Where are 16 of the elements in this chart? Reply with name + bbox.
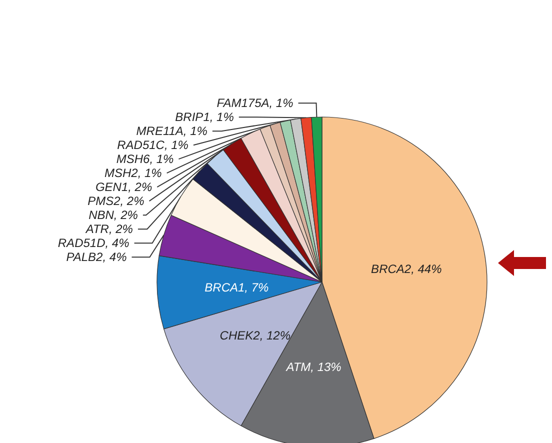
slice-label: ATR, 2% — [84, 222, 134, 236]
slice-label: MSH6, 1% — [116, 152, 174, 166]
slice-label: RAD51D, 4% — [58, 236, 130, 250]
slice-label: MSH2, 1% — [104, 166, 162, 180]
slice-label: ATM, 13% — [285, 360, 342, 374]
slice-label: PMS2, 2% — [88, 194, 145, 208]
slice-label: RAD51C, 1% — [117, 138, 189, 152]
slice-label: BRIP1, 1% — [175, 110, 234, 124]
slice-label: CHEK2, 12% — [220, 328, 291, 342]
slice-label: PALB2, 4% — [66, 250, 128, 264]
slice-label: NBN, 2% — [88, 208, 138, 222]
slice-label: GEN1, 2% — [95, 180, 152, 194]
slice-label: BRCA2, 44% — [371, 262, 442, 276]
slice-label: BRCA1, 7% — [204, 280, 270, 294]
slice-label: FAM175A, 1% — [216, 96, 294, 110]
slice-label: MRE11A, 1% — [136, 124, 208, 138]
